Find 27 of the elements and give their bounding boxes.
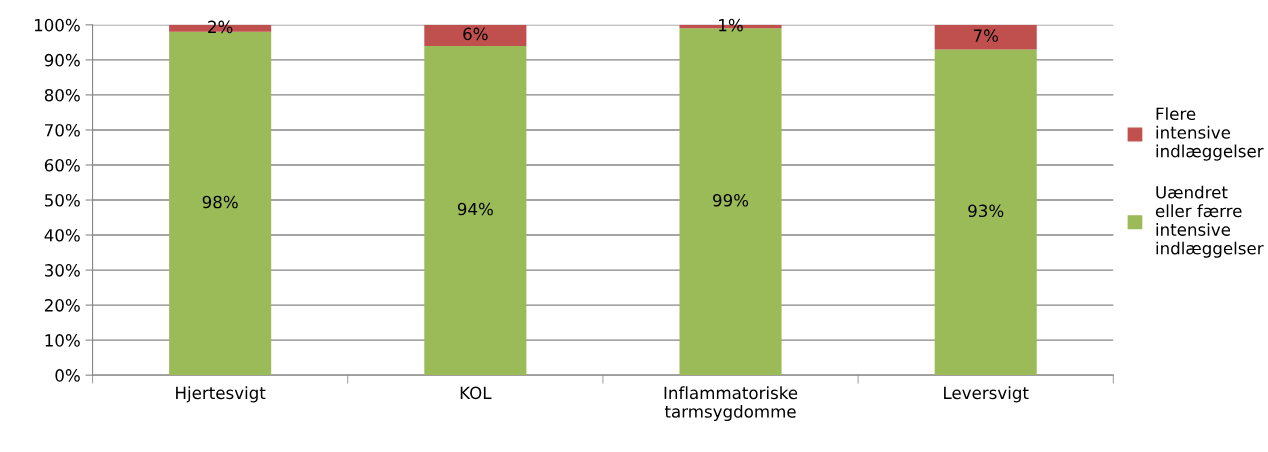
- y-tick-label: 50%: [45, 193, 80, 207]
- y-tick-label: 80%: [44, 88, 80, 102]
- x-tick-label: KOL: [460, 386, 492, 400]
- y-tick-label: 100%: [34, 18, 80, 32]
- y-tick-label: 20%: [44, 299, 80, 312]
- x-tick-label: Inflammatoriske tarmsygdomme: [664, 386, 798, 422]
- y-tick-label: 10%: [45, 334, 80, 347]
- y-tick-label: 40%: [44, 229, 80, 242]
- y-tick-label: 60%: [44, 158, 80, 172]
- y-tick-label: 90%: [44, 53, 80, 67]
- data-label: 93%: [968, 204, 1004, 218]
- x-tick-label: Hjertesvigt: [176, 386, 266, 403]
- y-tick-label: 0%: [55, 369, 80, 382]
- legend-label: Flere intensive indlæggelser: [1156, 107, 1264, 161]
- data-label: 98%: [202, 195, 238, 209]
- data-label: 6%: [463, 27, 488, 41]
- bar: [934, 24, 1037, 50]
- data-label: 94%: [457, 202, 493, 216]
- data-label: 99%: [713, 193, 749, 207]
- bar: [934, 49, 1037, 376]
- bar: [424, 24, 527, 46]
- data-label: 7%: [973, 29, 999, 42]
- y-tick-label: 30%: [44, 264, 80, 277]
- x-tick-label: Leversvigt: [944, 386, 1029, 403]
- bar: [424, 45, 527, 376]
- legend-label: Uændret eller færre intensive indlæggelser: [1155, 185, 1264, 258]
- y-tick-label: 70%: [45, 123, 80, 137]
